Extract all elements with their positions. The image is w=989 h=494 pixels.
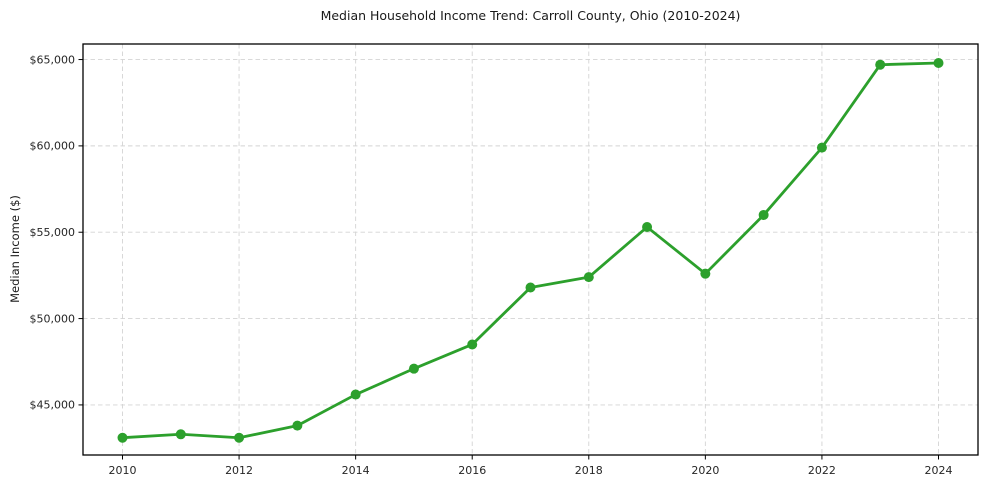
y-tick-label-50000: $50,000	[30, 312, 76, 325]
x-tick-label-2024: 2024	[925, 464, 953, 477]
data-point-2010	[117, 432, 128, 443]
data-point-2024	[933, 57, 944, 68]
chart-title: Median Household Income Trend: Carroll C…	[320, 8, 741, 23]
data-point-2016	[467, 339, 478, 350]
data-point-2011	[175, 429, 186, 440]
x-tick-label-2012: 2012	[225, 464, 253, 477]
data-point-2014	[350, 389, 361, 400]
data-point-2012	[234, 432, 245, 443]
data-point-2015	[408, 363, 419, 374]
data-point-2022	[816, 142, 827, 153]
data-point-2018	[583, 272, 594, 283]
x-tick-label-2018: 2018	[575, 464, 603, 477]
x-tick-label-2010: 2010	[109, 464, 137, 477]
data-point-2017	[525, 282, 536, 293]
data-point-2013	[292, 420, 303, 431]
data-point-2020	[700, 268, 711, 279]
y-tick-label-55000: $55,000	[30, 226, 76, 239]
data-point-2023	[875, 59, 886, 70]
y-tick-label-60000: $60,000	[30, 140, 76, 153]
x-tick-label-2020: 2020	[691, 464, 719, 477]
plot-border	[82, 43, 979, 456]
y-tick-label-65000: $65,000	[30, 53, 76, 66]
data-point-2021	[758, 209, 769, 220]
y-tick-label-45000: $45,000	[30, 399, 76, 412]
data-point-2019	[642, 222, 653, 233]
x-tick-label-2014: 2014	[342, 464, 370, 477]
trend-line	[121, 61, 940, 440]
y-axis-label: Median Income ($)	[8, 195, 22, 303]
x-tick-label-2022: 2022	[808, 464, 836, 477]
x-tick-label-2016: 2016	[458, 464, 486, 477]
